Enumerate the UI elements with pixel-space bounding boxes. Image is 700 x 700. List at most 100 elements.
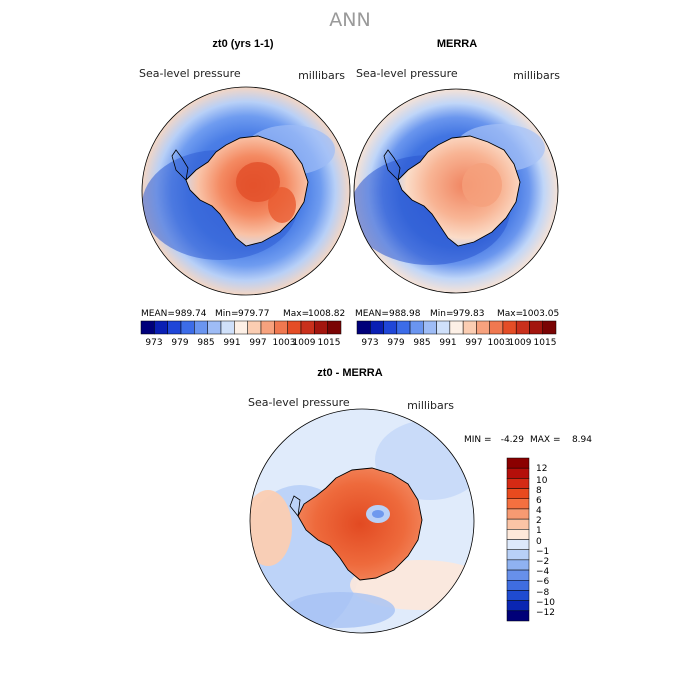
colorbar-swatch [506,610,530,622]
colorbar-tick-label: 0 [536,537,542,547]
colorbar-swatch [506,478,530,489]
colorbar-tick-label: 4 [536,506,542,516]
colorbar-swatch [409,320,424,335]
colorbar-swatch [506,549,530,561]
colorbar-swatch [489,320,504,335]
colorbar-swatch [506,518,530,530]
colorbar-tick-label: 1003 [488,338,511,348]
panel-diff-max-label: MAX = [530,435,561,445]
colorbar-tick-label: 1015 [534,338,557,348]
colorbar-swatch [515,320,530,335]
panel-diff-title: zt0 - MERRA [317,367,382,379]
panel-obs-min-label: Min= [430,309,454,319]
panel-obs-max-label: Max= [497,309,523,319]
colorbar-swatch [396,320,411,335]
panel-diff-map [250,409,474,633]
colorbar-tick-label: 991 [223,338,240,348]
panel-model-units-label: millibars [298,69,345,82]
colorbar-swatch [506,457,530,469]
panel-obs-max-value: 1003.05 [522,309,559,319]
colorbar-swatch [506,498,530,510]
panel-obs: MERRA Sea-level pressure millibars MEAN=… [353,38,560,348]
colorbar-swatch [449,320,464,335]
colorbar-tick-label: 979 [387,338,404,348]
colorbar-tick-label: 973 [145,338,162,348]
colorbar-tick-label: −12 [536,608,555,618]
colorbar-tick-label: 6 [536,496,542,506]
panel-diff-min-label: MIN = [464,435,492,445]
page-title: ANN [329,9,370,31]
panel-diff-variable-label: Sea-level pressure [248,396,350,409]
colorbar-swatch [180,320,195,335]
colorbar-tick-label: 10 [536,476,548,486]
colorbar-swatch [274,320,288,335]
colorbar-swatch [506,467,530,479]
colorbar-swatch [529,320,543,335]
colorbar-tick-label: −10 [536,598,555,608]
panel-obs-colorbar-labels: 973 979 985 991 997 1003 1009 1015 [361,338,556,348]
colorbar-swatch [436,320,451,335]
colorbar-tick-label: −8 [536,588,550,598]
colorbar-tick-label: 997 [465,338,482,348]
colorbar-swatch [314,320,328,335]
colorbar-tick-label: 991 [439,338,456,348]
colorbar-swatch [300,320,315,335]
colorbar-tick-label: 1003 [273,338,296,348]
colorbar-tick-label: 1009 [509,338,532,348]
panel-diff-colorbar-labels: 12 10 8 6 4 2 1 0 −1 −2 −4 −6 −8 −10 −12 [536,464,555,618]
colorbar-swatch [506,529,530,540]
colorbar-tick-label: −1 [536,547,549,557]
colorbar-swatch [247,320,262,335]
colorbar-swatch [476,320,490,335]
colorbar-tick-label: 985 [197,338,214,348]
panel-model-min-label: Min= [215,309,239,319]
colorbar-tick-label: 1 [536,526,542,536]
panel-model: zt0 (yrs 1-1) Sea-level pressure milliba… [139,38,351,348]
colorbar-tick-label: −6 [536,577,550,587]
colorbar-swatch [370,320,384,335]
colorbar-swatch [506,569,530,581]
colorbar-swatch [287,320,302,335]
colorbar-tick-label: 2 [536,516,542,526]
colorbar-swatch [207,320,222,335]
panel-model-mean-value: 989.74 [175,309,207,319]
colorbar-swatch [506,600,530,612]
panel-obs-mean-value: 988.98 [389,309,421,319]
colorbar-swatch [506,580,530,591]
panel-obs-variable-label: Sea-level pressure [356,67,458,80]
panel-model-variable-label: Sea-level pressure [139,67,241,80]
colorbar-swatch [234,320,248,335]
panel-obs-units-label: millibars [513,69,560,82]
panel-diff-max-value: 8.94 [572,435,592,445]
colorbar-swatch [383,320,398,335]
colorbar-swatch [542,320,557,335]
colorbar-tick-label: 973 [361,338,378,348]
panel-model-colorbar-labels: 973 979 985 991 997 1003 1009 1015 [145,338,340,348]
colorbar-swatch [506,539,530,550]
colorbar-tick-label: 979 [171,338,188,348]
colorbar-swatch [194,320,208,335]
colorbar-swatch [260,320,275,335]
colorbar-swatch [506,559,530,571]
panel-obs-title: MERRA [437,38,477,50]
colorbar-swatch [506,508,530,520]
colorbar-swatch [140,320,155,335]
colorbar-swatch [220,320,235,335]
panel-diff-min-value: -4.29 [501,435,525,445]
colorbar-swatch [423,320,437,335]
panel-obs-map [354,89,558,293]
panel-model-max-label: Max= [283,309,309,319]
colorbar-tick-label: 1009 [293,338,316,348]
panel-obs-colorbar [356,320,557,335]
panel-model-colorbar [140,320,342,335]
panel-diff: zt0 - MERRA Sea-level pressure millibars… [248,367,592,634]
colorbar-tick-label: 1015 [318,338,341,348]
colorbar-swatch [462,320,477,335]
colorbar-tick-label: 8 [536,486,542,496]
panel-model-mean-label: MEAN= [141,309,175,319]
colorbar-swatch [502,320,517,335]
panel-obs-min-value: 979.83 [453,309,485,319]
panel-model-map [142,87,350,295]
colorbar-tick-label: −4 [536,567,550,577]
